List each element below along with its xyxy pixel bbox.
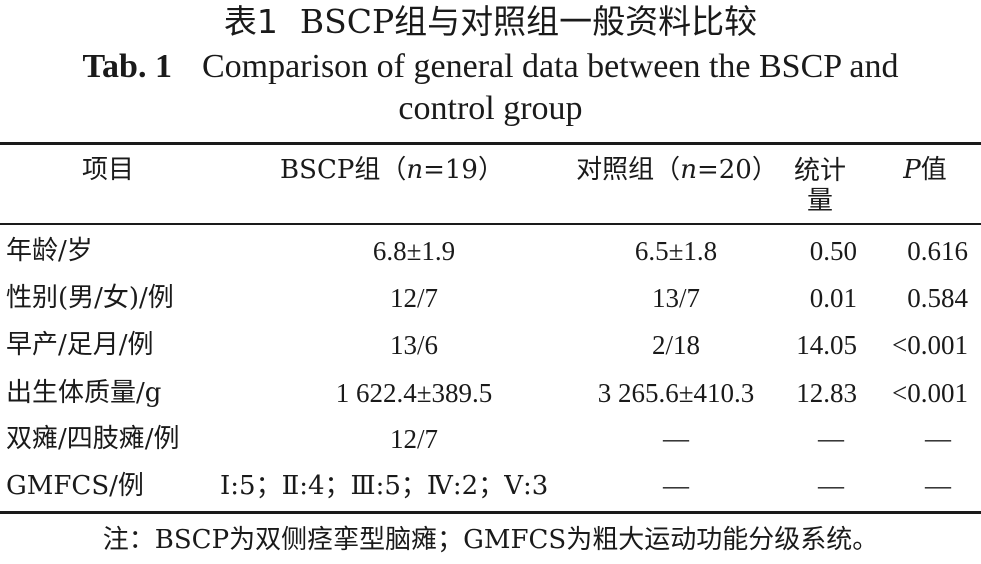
header-stat-line2: 量 xyxy=(806,186,834,216)
row-ctrl-sex: 13/7 xyxy=(651,283,701,313)
row-bscp-gmfcs: Ⅰ:5；Ⅱ:4；Ⅲ:5；Ⅳ:2；Ⅴ:3 xyxy=(220,471,549,501)
table-footnote: 注：BSCP为双侧痉挛型脑瘫；GMFCS为粗大运动功能分级系统。 xyxy=(102,525,879,555)
row-bscp-birth-weight: 1 622.4±389.5 xyxy=(335,378,493,408)
row-item-age: 年龄/岁 xyxy=(6,236,93,266)
header-p-suffix: 值 xyxy=(920,155,947,185)
row-ctrl-preterm: 2/18 xyxy=(651,330,701,360)
row-p-birth-weight: <0.001 xyxy=(892,378,968,408)
row-bscp-preterm: 13/6 xyxy=(389,330,439,360)
table-title-en: Tab. 1 Comparison of general data between… xyxy=(0,46,981,130)
header-p-letter: P xyxy=(903,155,921,185)
row-item-birth-weight: 出生体质量/g xyxy=(6,378,162,408)
row-p-sex: 0.584 xyxy=(907,283,968,313)
row-bscp-diplegia: 12/7 xyxy=(389,424,439,454)
table-title-en-text-line1: Comparison of general data between the B… xyxy=(201,48,899,85)
header-ctrl-prefix: 对照组（ xyxy=(576,155,681,185)
row-item-diplegia: 双瘫/四肢瘫/例 xyxy=(6,424,180,454)
header-statistic: 统计量 xyxy=(794,156,846,216)
row-item-gmfcs: GMFCS/例 xyxy=(6,471,144,501)
row-ctrl-gmfcs: — xyxy=(663,471,689,500)
header-bscp: BSCP组（n=19） xyxy=(280,155,504,185)
row-p-diplegia: — xyxy=(925,424,951,453)
header-bscp-prefix: BSCP组（ xyxy=(280,155,407,185)
table-title-cn-text: BSCP组与对照组一般资料比较 xyxy=(299,2,758,41)
header-ctrl-suffix: =20） xyxy=(696,155,778,185)
header-item: 项目 xyxy=(81,155,135,185)
header-bscp-n: n xyxy=(406,155,424,185)
row-ctrl-age: 6.5±1.8 xyxy=(634,236,718,266)
row-item-preterm: 早产/足月/例 xyxy=(6,330,154,360)
row-stat-preterm: 14.05 xyxy=(796,330,857,360)
header-bscp-suffix: =19） xyxy=(423,155,504,185)
table-bottom-rule xyxy=(0,511,981,514)
row-p-gmfcs: — xyxy=(925,471,951,500)
row-stat-gmfcs: — xyxy=(818,471,844,500)
row-stat-birth-weight: 12.83 xyxy=(796,378,857,408)
table-header-rule xyxy=(0,223,981,225)
row-bscp-sex: 12/7 xyxy=(389,283,439,313)
row-stat-sex: 0.01 xyxy=(809,283,857,313)
header-p-value: P值 xyxy=(903,155,947,185)
table-label-en: Tab. 1 xyxy=(82,48,172,85)
header-ctrl-n: n xyxy=(680,155,697,185)
header-control: 对照组（n=20） xyxy=(576,155,778,185)
row-ctrl-diplegia: — xyxy=(663,424,689,453)
row-bscp-age: 6.8±1.9 xyxy=(372,236,456,266)
table-title-en-line2: control group xyxy=(398,90,583,127)
row-stat-diplegia: — xyxy=(818,424,844,453)
table-title-cn: 表1 BSCP组与对照组一般资料比较 xyxy=(0,2,981,42)
row-item-sex: 性别(男/女)/例 xyxy=(6,283,174,313)
row-ctrl-birth-weight: 3 265.6±410.3 xyxy=(597,378,755,408)
table-label-cn: 表1 xyxy=(223,2,278,41)
row-stat-age: 0.50 xyxy=(809,236,857,266)
header-stat-line1: 统计 xyxy=(793,156,847,186)
table-title-en-line1: Tab. 1 Comparison of general data between… xyxy=(0,46,981,88)
table-top-rule xyxy=(0,142,981,145)
row-p-age: 0.616 xyxy=(907,236,968,266)
row-p-preterm: <0.001 xyxy=(892,330,968,360)
